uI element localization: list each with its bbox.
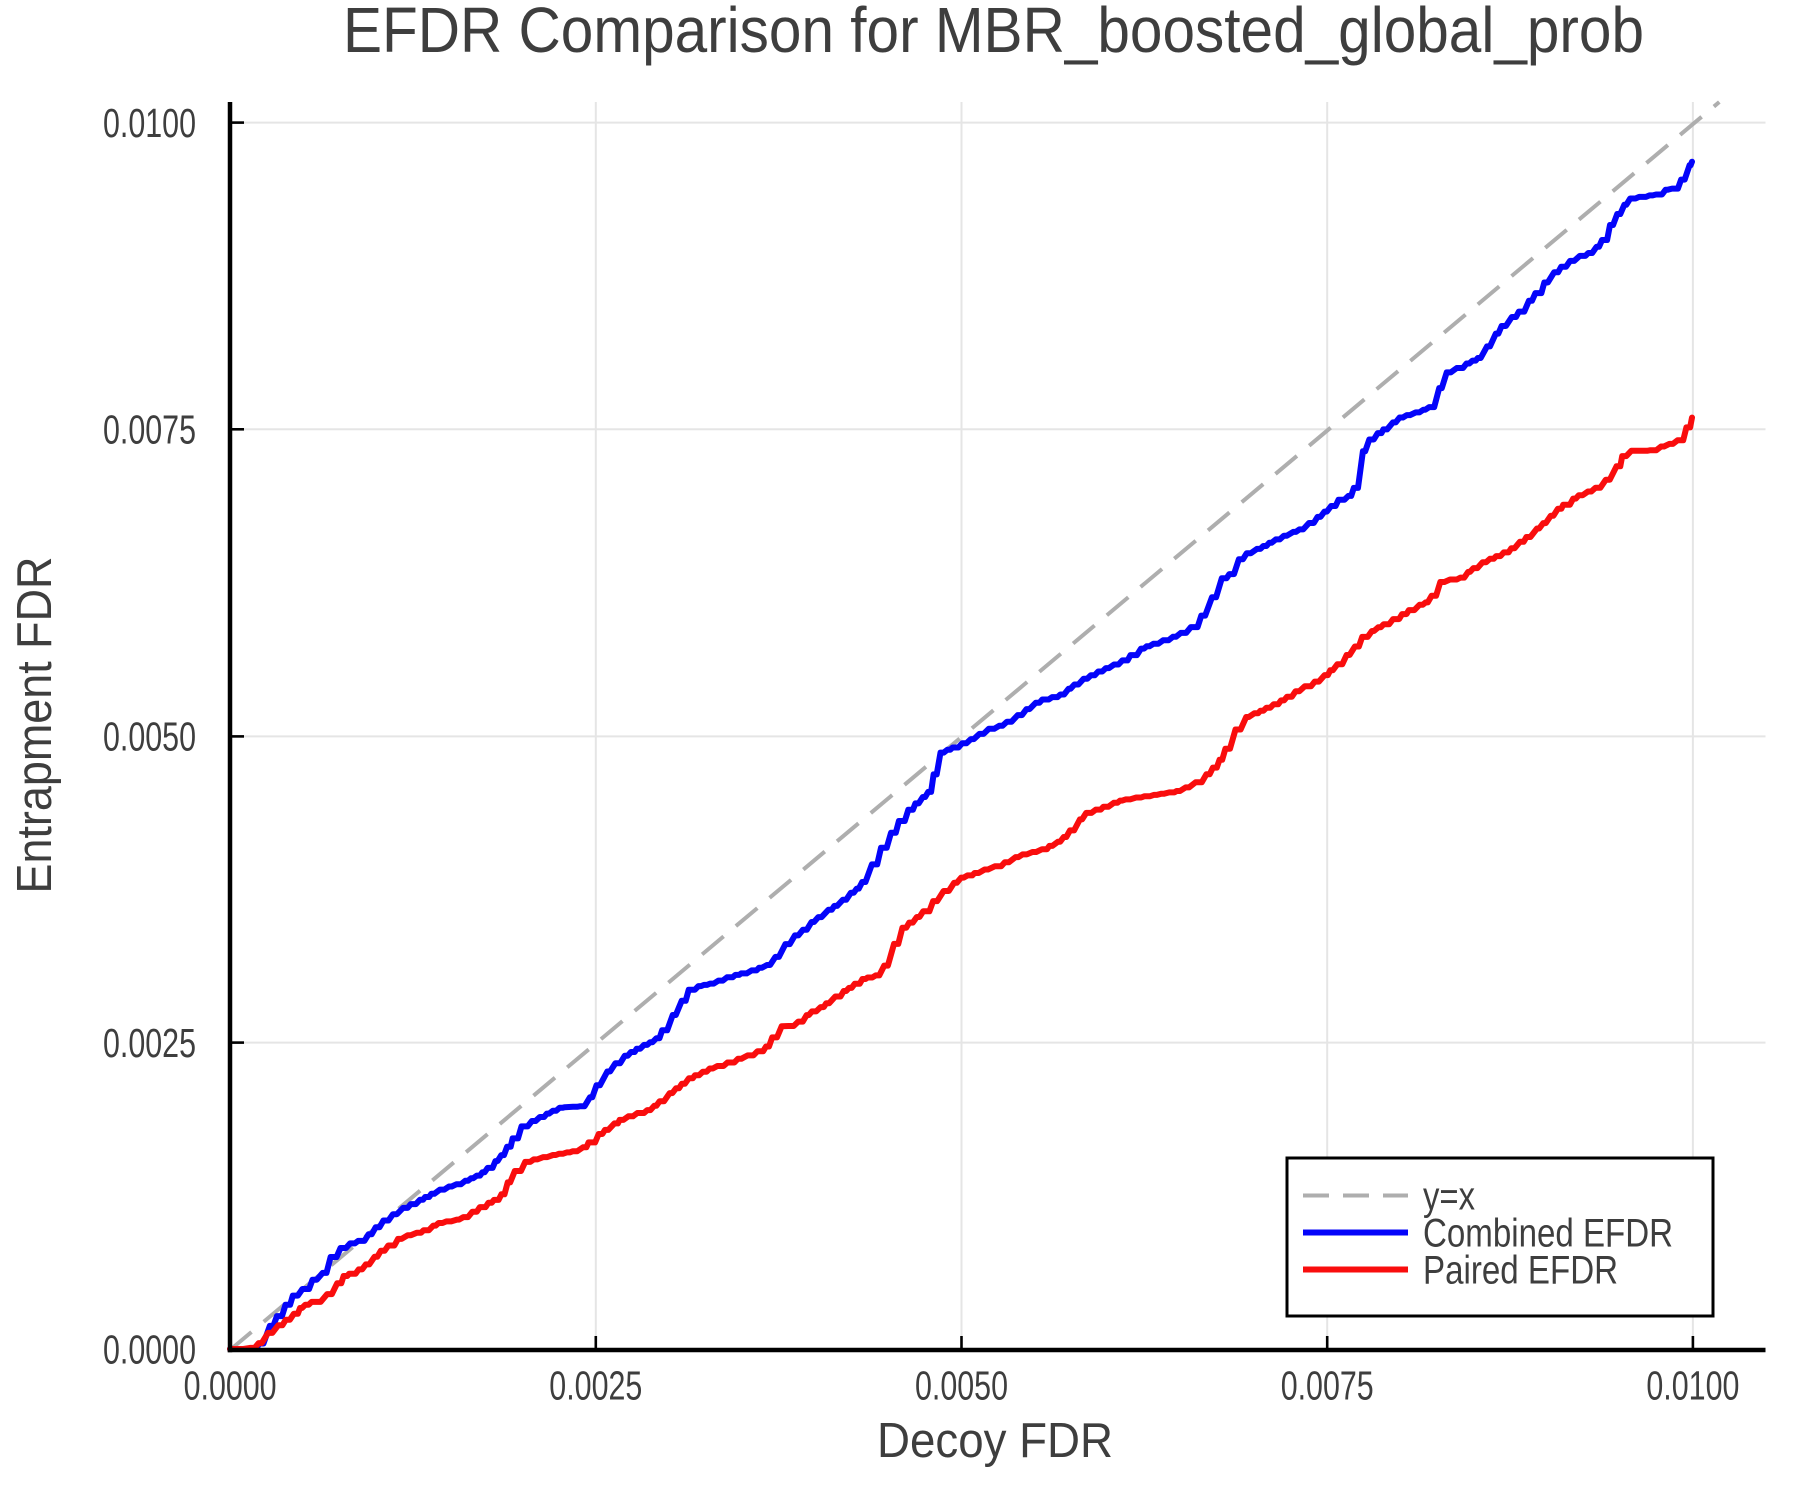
svg-text:0.0025: 0.0025 — [549, 1363, 642, 1409]
svg-text:0.0050: 0.0050 — [915, 1363, 1008, 1409]
svg-text:Paired EFDR: Paired EFDR — [1423, 1249, 1618, 1293]
svg-text:0.0000: 0.0000 — [184, 1363, 277, 1409]
svg-text:Combined EFDR: Combined EFDR — [1423, 1212, 1673, 1256]
svg-text:Entrapment FDR: Entrapment FDR — [8, 557, 62, 894]
svg-text:y=x: y=x — [1423, 1175, 1475, 1219]
svg-text:0.0050: 0.0050 — [103, 714, 196, 760]
svg-text:0.0075: 0.0075 — [103, 407, 196, 453]
svg-text:0.0100: 0.0100 — [1646, 1363, 1739, 1409]
svg-text:EFDR Comparison for MBR_booste: EFDR Comparison for MBR_boosted_global_p… — [343, 0, 1644, 66]
svg-text:0.0100: 0.0100 — [103, 100, 196, 146]
svg-text:0.0075: 0.0075 — [1281, 1363, 1374, 1409]
svg-text:Decoy FDR: Decoy FDR — [877, 1414, 1113, 1468]
svg-text:0.0000: 0.0000 — [103, 1327, 196, 1373]
svg-text:0.0025: 0.0025 — [103, 1020, 196, 1066]
